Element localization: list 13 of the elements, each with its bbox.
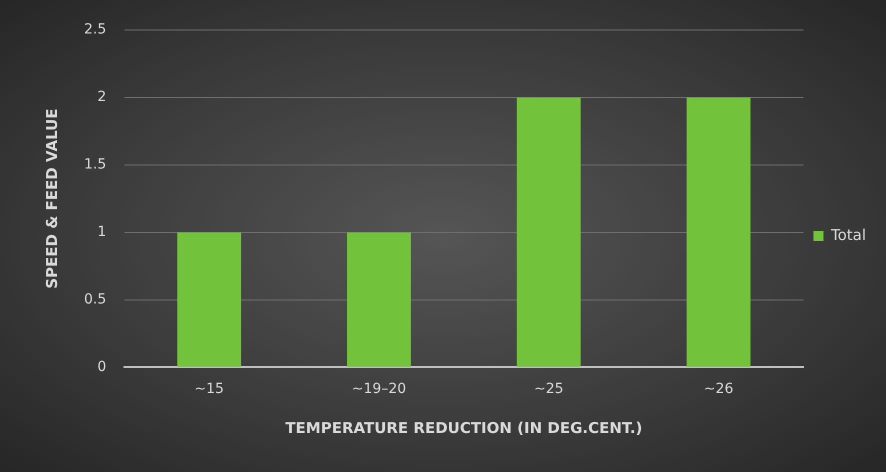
x-tick-label: ~19–20 (352, 381, 406, 398)
x-tick-label: ~25 (534, 381, 564, 398)
y-tick-label: 1.5 (84, 156, 106, 173)
y-tick-label: 2.5 (84, 22, 106, 38)
x-axis-title: TEMPERATURE REDUCTION (IN DEG.CENT.) (285, 418, 642, 437)
y-tick-label: 1 (97, 224, 106, 240)
legend-label: Total (830, 226, 866, 244)
x-tick-label: ~26 (704, 381, 734, 398)
y-axis-title: SPEED & FEED VALUE (42, 108, 61, 289)
y-tick-label: 0 (97, 358, 106, 375)
y-tick-label: 2 (97, 89, 106, 106)
y-tick-label: 0.5 (84, 291, 106, 308)
x-tick-label: ~15 (194, 381, 224, 398)
